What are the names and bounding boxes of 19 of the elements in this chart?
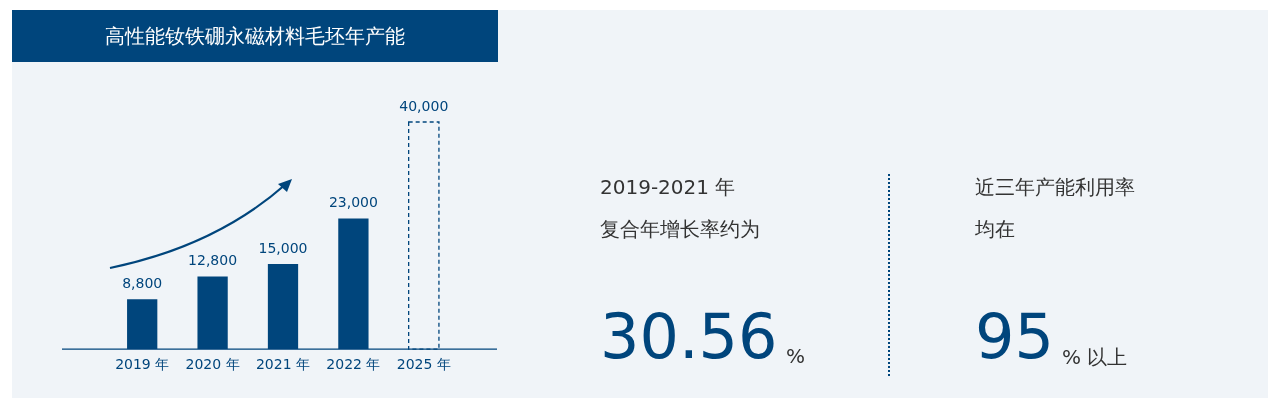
chart-title: 高性能钕铁硼永磁材料毛坯年产能: [12, 10, 498, 62]
data-label: 40,000: [399, 97, 449, 114]
text: 复合年增长率约为: [600, 216, 760, 243]
data-label: 15,000: [258, 239, 308, 256]
text: 近三年产能利用率: [975, 174, 1135, 201]
text: 95: [975, 300, 1054, 373]
x-tick-label: 2022 年: [326, 356, 381, 373]
data-label: 23,000: [328, 194, 378, 211]
data-label: 8,800: [122, 274, 163, 291]
x-tick-label: 2021 年: [255, 356, 311, 373]
text: %: [786, 344, 806, 368]
x-tick-label: 2019 年: [115, 356, 170, 373]
text: 均在: [975, 216, 1015, 243]
x-tick-label: 2020 年: [185, 356, 240, 373]
data-label: 12,800: [188, 252, 238, 269]
x-tick-label: 2025 年: [396, 356, 451, 373]
text: 2019-2021 年: [600, 174, 736, 201]
text: 30.56: [600, 300, 778, 373]
text: % 以上: [1062, 344, 1128, 371]
